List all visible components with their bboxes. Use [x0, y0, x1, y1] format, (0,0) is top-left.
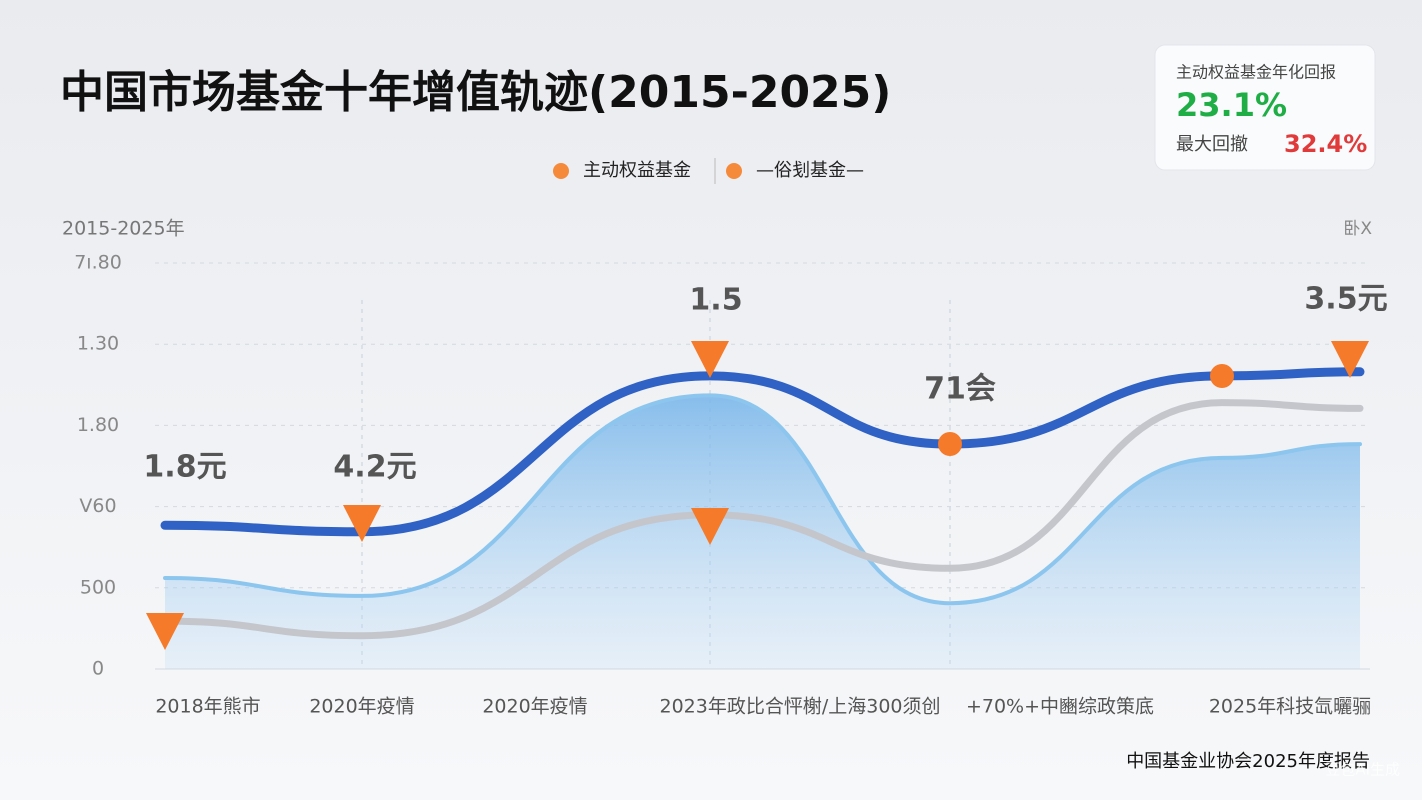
- marker-triangle: [691, 341, 729, 378]
- marker-triangle: [146, 613, 184, 650]
- annotation: 1.8元: [143, 450, 226, 485]
- annotation: 3.5元: [1304, 282, 1387, 317]
- marker-triangle: [691, 508, 729, 545]
- x-tick-label: 2020年疫情: [309, 696, 414, 718]
- legend-dot: [553, 163, 569, 179]
- area-fill: [165, 395, 1360, 669]
- summary-value: 23.1%: [1176, 86, 1287, 124]
- y-tick-label: 7ı.80: [74, 252, 122, 274]
- area-line: [163, 393, 1362, 606]
- chart-title: 中国市场基金十年增值轨迹(2015-2025): [60, 67, 891, 118]
- drawdown-value: 32.4%: [1284, 130, 1367, 158]
- x-tick-label: 2023年政比合怦榭/上海300须创: [659, 696, 940, 718]
- y-tick-label: 0: [92, 658, 104, 680]
- series-line: [161, 399, 1364, 640]
- x-tick-label: 2018年熊市: [155, 696, 260, 718]
- y-tick-label: 500: [80, 576, 116, 598]
- y-tick-label: V60: [79, 495, 116, 517]
- legend-label: —俗刬基金—: [756, 160, 864, 181]
- y-axis-label: 2015-2025年: [62, 218, 185, 240]
- annotation: 1.5: [689, 283, 742, 318]
- drawdown-label: 最大回撤: [1176, 134, 1248, 155]
- annotation: 4.2元: [333, 450, 416, 485]
- marker-dot: [1210, 364, 1234, 388]
- summary-label: 主动权益基金年化回报: [1176, 63, 1336, 82]
- x-tick-label: 2020年疫情: [482, 696, 587, 718]
- watermark: 豆包AI生成: [1325, 761, 1400, 779]
- y-tick-label: 1.80: [77, 414, 119, 436]
- source: 中国基金业协会2025年度报告: [1126, 751, 1370, 772]
- summary-box: [1154, 44, 1376, 171]
- marker-triangle: [1331, 341, 1369, 378]
- unit-label: 卧X: [1343, 219, 1372, 239]
- y-tick-label: 1.30: [77, 333, 119, 355]
- legend-label: 主动权益基金: [583, 160, 691, 181]
- x-tick-label: +70%+中豳综政策底: [966, 696, 1154, 718]
- marker-dot: [938, 432, 962, 456]
- marker-triangle: [343, 505, 381, 542]
- legend-dot: [726, 163, 742, 179]
- x-tick-label: 2025年科技氙曬骊: [1209, 696, 1371, 718]
- annotation: 71会: [924, 372, 996, 407]
